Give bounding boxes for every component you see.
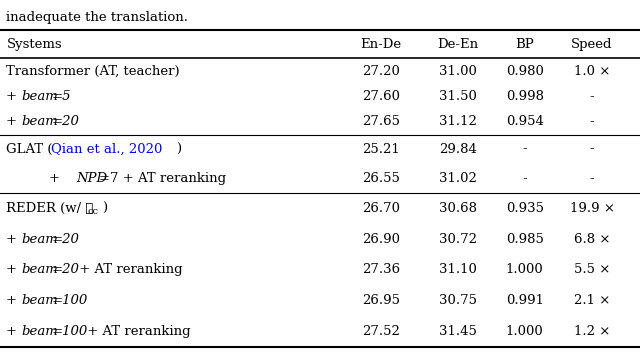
Text: +: + [6, 263, 22, 276]
Text: 27.36: 27.36 [362, 263, 400, 276]
Text: 1.000: 1.000 [506, 325, 543, 338]
Text: ): ) [102, 202, 108, 215]
Text: 31.50: 31.50 [438, 90, 477, 103]
Text: 0.935: 0.935 [506, 202, 544, 215]
Text: En-De: En-De [360, 38, 401, 51]
Text: GLAT (: GLAT ( [6, 143, 53, 156]
Text: BP: BP [515, 38, 534, 51]
Text: Qian et al., 2020: Qian et al., 2020 [51, 143, 162, 156]
Text: 31.10: 31.10 [438, 263, 477, 276]
Text: =20: =20 [52, 263, 80, 276]
Text: 26.70: 26.70 [362, 202, 400, 215]
Text: +: + [6, 294, 22, 307]
Text: beam: beam [21, 263, 58, 276]
Text: 0.954: 0.954 [506, 115, 544, 129]
Text: -: - [589, 115, 595, 129]
Text: cc: cc [88, 207, 99, 216]
Text: Transformer (AT, teacher): Transformer (AT, teacher) [6, 64, 180, 78]
Text: 29.84: 29.84 [438, 143, 477, 156]
Text: 26.90: 26.90 [362, 233, 400, 246]
Text: 1.000: 1.000 [506, 263, 543, 276]
Text: beam: beam [21, 90, 58, 103]
Text: Systems: Systems [6, 38, 62, 51]
Text: +: + [6, 325, 22, 338]
Text: =100: =100 [52, 294, 88, 307]
Text: 30.68: 30.68 [438, 202, 477, 215]
Text: -: - [589, 90, 595, 103]
Text: 1.0 ×: 1.0 × [574, 64, 610, 78]
Text: =20: =20 [52, 233, 80, 246]
Text: 31.00: 31.00 [438, 64, 477, 78]
Text: 19.9 ×: 19.9 × [570, 202, 614, 215]
Text: 25.21: 25.21 [362, 143, 399, 156]
Text: =5: =5 [52, 90, 71, 103]
Text: 31.45: 31.45 [438, 325, 477, 338]
Text: 2.1 ×: 2.1 × [574, 294, 610, 307]
Text: 0.985: 0.985 [506, 233, 544, 246]
Text: ): ) [175, 143, 181, 156]
Text: + AT reranking: + AT reranking [83, 325, 190, 338]
Text: + AT reranking: + AT reranking [75, 263, 182, 276]
Text: -: - [522, 143, 527, 156]
Text: beam: beam [21, 115, 58, 129]
Text: =100: =100 [52, 325, 88, 338]
Text: REDER (w/ ℒ: REDER (w/ ℒ [6, 202, 94, 215]
Text: 26.95: 26.95 [362, 294, 400, 307]
Text: =20: =20 [52, 115, 80, 129]
Text: De-En: De-En [437, 38, 478, 51]
Text: +: + [32, 172, 64, 185]
Text: 26.55: 26.55 [362, 172, 400, 185]
Text: NPD: NPD [76, 172, 108, 185]
Text: beam: beam [21, 233, 58, 246]
Text: -: - [589, 172, 595, 185]
Text: -: - [589, 143, 595, 156]
Text: 5.5 ×: 5.5 × [574, 263, 610, 276]
Text: 0.991: 0.991 [506, 294, 544, 307]
Text: -: - [522, 172, 527, 185]
Text: 1.2 ×: 1.2 × [574, 325, 610, 338]
Text: 0.980: 0.980 [506, 64, 544, 78]
Text: 27.20: 27.20 [362, 64, 400, 78]
Text: 27.65: 27.65 [362, 115, 400, 129]
Text: 30.75: 30.75 [438, 294, 477, 307]
Text: 31.02: 31.02 [438, 172, 477, 185]
Text: 6.8 ×: 6.8 × [573, 233, 611, 246]
Text: beam: beam [21, 325, 58, 338]
Text: =7 + AT reranking: =7 + AT reranking [99, 172, 227, 185]
Text: 0.998: 0.998 [506, 90, 544, 103]
Text: 30.72: 30.72 [438, 233, 477, 246]
Text: +: + [6, 90, 22, 103]
Text: +: + [6, 233, 22, 246]
Text: 27.60: 27.60 [362, 90, 400, 103]
Text: 31.12: 31.12 [438, 115, 477, 129]
Text: 27.52: 27.52 [362, 325, 400, 338]
Text: inadequate the translation.: inadequate the translation. [6, 11, 188, 24]
Text: Speed: Speed [572, 38, 612, 51]
Text: +: + [6, 115, 22, 129]
Text: beam: beam [21, 294, 58, 307]
